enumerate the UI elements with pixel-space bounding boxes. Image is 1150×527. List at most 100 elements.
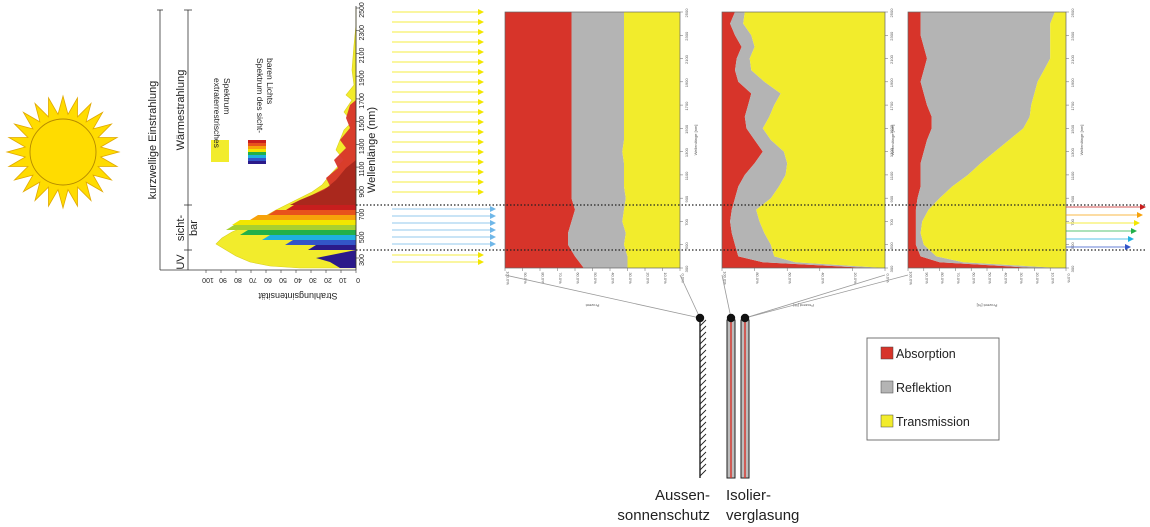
hatch-line — [699, 421, 707, 429]
chart-y-tick-label: 60.0% — [576, 272, 581, 284]
legend-swatch-absorption — [880, 346, 894, 360]
legend-visible-stripe — [248, 146, 266, 149]
spectrum-y-tick-label: 300 — [359, 254, 366, 266]
spectrum-y-tick-label: 500 — [359, 231, 366, 243]
ray-ir-head — [478, 189, 484, 195]
series-absorption-area — [722, 12, 869, 268]
ir-spectrum-dark — [290, 160, 356, 205]
hatch-line — [699, 367, 707, 375]
hatch-line — [699, 469, 707, 477]
chart-y-tick-label: 70.0% — [558, 272, 563, 284]
hatch-line — [699, 379, 707, 387]
hatch-line — [699, 427, 707, 435]
incoming-rays — [392, 9, 496, 265]
ray-ir-head — [478, 89, 484, 95]
chart-glazing: 300 500 700 900 1100 1300 1500 1700 1900 2100 2300… — [721, 8, 895, 308]
legend-visible-1: Spektrum des sicht- — [255, 58, 265, 133]
series-transmission-area — [920, 12, 1066, 268]
chart-combined: 300 500 700 900 1100 1300 1500 1700 1900 2100 2300… — [907, 8, 1084, 308]
chart-x-tick-label: 700 — [684, 218, 689, 225]
hatch-line — [699, 433, 707, 441]
spectrum-y-tick-label: 2500 — [359, 2, 366, 18]
ray-ir-head — [478, 59, 484, 65]
caption-glazing-1: Isolier- — [726, 487, 771, 504]
chart-y-tick-label: 40.0% — [820, 272, 825, 284]
band-label-outer: kurzwellige Einstrahlung — [147, 81, 159, 200]
legend-visible-stripe — [248, 152, 266, 155]
ray-ir-head — [478, 259, 484, 265]
spectrum-y-axis-label: Wellenlänge (nm) — [366, 107, 378, 193]
chart-x-tick-label: 2300 — [1070, 31, 1075, 41]
sun-icon — [5, 94, 121, 210]
ray-visible-head — [490, 227, 496, 233]
spectrum-x-ticks: 100 90 80 70 60 50 40 30 20 10 0 — [202, 270, 360, 283]
ray-visible-head — [490, 220, 496, 226]
glazing-dot-right — [740, 313, 750, 323]
spectrum-x-tick-label: 40 — [294, 276, 302, 283]
chart-x-tick-label: 500 — [889, 242, 894, 249]
spectrum-y-tick-label: 900 — [359, 186, 366, 198]
chart-y-tick-label: 10.0% — [1051, 272, 1056, 284]
ray-ir-head — [478, 159, 484, 165]
chart-y-tick-label: 10.0% — [663, 272, 668, 284]
ray-visible-head — [490, 213, 496, 219]
spectrum-x-tick-label: 30 — [309, 276, 317, 283]
chart-x-axis-label: Wellenlänge [nm] — [693, 125, 698, 156]
chart-x-tick-label: 2300 — [684, 31, 689, 41]
ray-ir-head — [478, 79, 484, 85]
out-ray-head — [1140, 204, 1146, 210]
spectrum-x-tick-label: 90 — [219, 276, 227, 283]
chart-x-tick-label: 1700 — [889, 101, 894, 111]
spectrum-x-tick-label: 0 — [356, 276, 360, 283]
series-transmission-area — [622, 12, 680, 268]
chart-y-tick-label: 50.0% — [593, 272, 598, 284]
chart-x-tick-label: 1700 — [1070, 101, 1075, 111]
legend-visible-stripe — [248, 161, 266, 164]
spectrum-y-tick-label: 2100 — [359, 48, 366, 64]
out-ray-head — [1134, 220, 1140, 226]
connector-glazing-left — [721, 274, 732, 319]
uv-band — [316, 250, 356, 268]
legend-label-transmission: Transmission — [896, 415, 970, 429]
legend-visible-stripe — [248, 143, 266, 146]
band-label-uv: UV — [175, 254, 187, 270]
chart-x-tick-label: 700 — [889, 218, 894, 225]
chart-y-tick-label: 30.0% — [628, 272, 633, 284]
chart-frame — [721, 11, 886, 269]
hatch-line — [699, 397, 707, 405]
chart-sunshade: 300 500 700 900 1100 1300 1500 1700 1900 2100 2300… — [504, 8, 698, 308]
connector-sunshade-left — [504, 274, 701, 319]
hatch-line — [699, 361, 707, 369]
chart-x-tick-label: 1100 — [1070, 171, 1075, 180]
legend-swatch-transmission — [880, 414, 894, 428]
sunshade-symbol — [695, 313, 707, 478]
ray-ir-head — [478, 119, 484, 125]
hatch-line — [699, 409, 707, 417]
connector-glazing-right — [744, 274, 886, 319]
chart-x-tick-label: 1300 — [684, 147, 689, 157]
spectrum-y-tick-label: 1100 — [359, 161, 366, 176]
chart-y-tick-label: 20.0% — [853, 272, 858, 284]
connector-lines — [504, 274, 909, 319]
band-label-visible-1: sicht- — [175, 215, 187, 242]
legend-visible-stripe — [248, 155, 266, 158]
ray-ir-head — [478, 169, 484, 175]
legend-visible-stripe — [248, 158, 266, 161]
out-ray-head — [1125, 244, 1131, 250]
chart-x-tick-label: 900 — [684, 195, 689, 202]
series-transmission-area — [743, 12, 885, 268]
spectrum-x-tick-label: 50 — [279, 276, 287, 283]
caption-sunshade-1: Aussen- — [655, 487, 710, 504]
chart-y-tick-label: 80.0% — [541, 272, 546, 284]
ray-ir-head — [478, 99, 484, 105]
ray-visible-head — [490, 206, 496, 212]
out-ray-head — [1128, 236, 1134, 242]
chart-x-tick-label: 2500 — [889, 8, 894, 18]
chart-y-tick-label: 100.0% — [909, 271, 914, 285]
chart-x-tick-label: 2500 — [684, 8, 689, 18]
spectrum-x-tick-label: 80 — [234, 276, 242, 283]
hatch-line — [699, 355, 707, 363]
caption-glazing-2: verglasung — [726, 507, 799, 524]
series-absorption-area — [908, 12, 1035, 268]
